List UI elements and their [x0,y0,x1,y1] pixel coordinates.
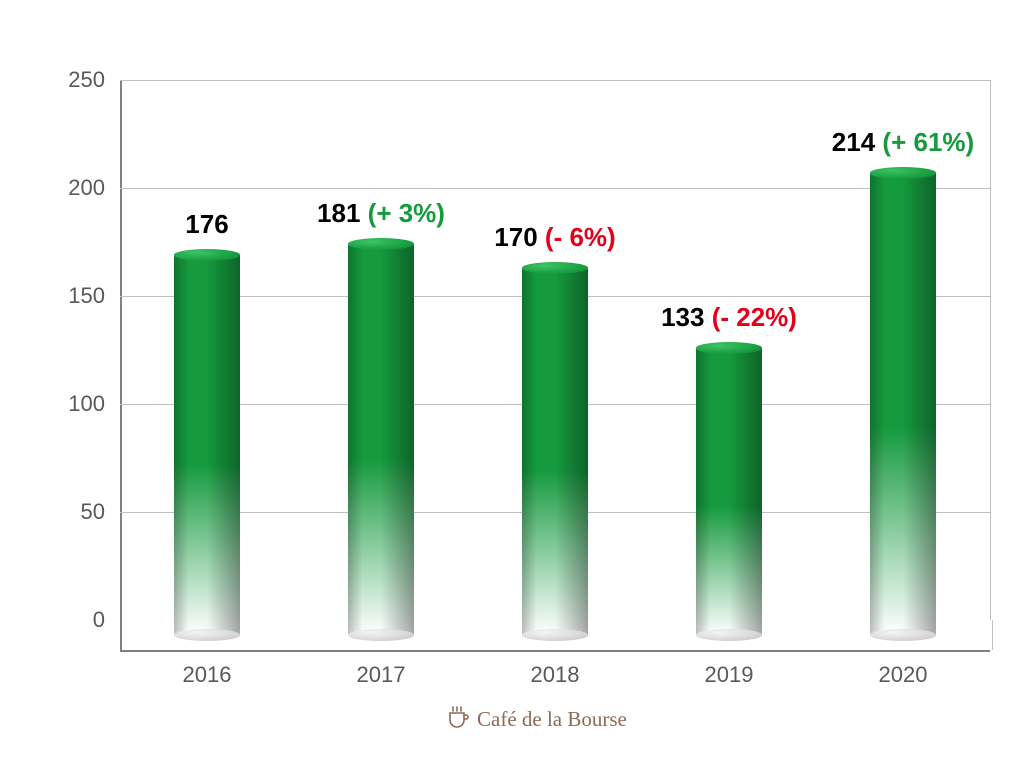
bar [174,255,240,635]
xtick-label: 2019 [705,662,754,688]
ytick-label: 100 [0,391,105,417]
bar-cap [696,342,762,354]
bar-base [348,629,414,641]
bar-base [174,629,240,641]
bar-cap [522,262,588,274]
bar-cap [870,167,936,179]
bar-chart: 0 50 100 150 200 250 2016 2017 2018 2019 2020 176… [0,0,1024,767]
xtick-label: 2016 [183,662,232,688]
ytick-label: 200 [0,175,105,201]
bar-cap [174,249,240,261]
value-label: 133 (- 22%) [661,302,797,333]
logo: Café de la Bourse [445,705,627,734]
gridline [120,80,990,81]
xtick-label: 2018 [531,662,580,688]
bar [348,244,414,635]
bar [522,268,588,635]
bar [870,173,936,635]
bar-base [696,629,762,641]
xtick-label: 2017 [357,662,406,688]
bar-base [522,629,588,641]
value-label: 214 (+ 61%) [832,127,974,158]
gridline [120,188,990,189]
ytick-label: 250 [0,67,105,93]
logo-text: Café de la Bourse [477,707,627,732]
xtick-label: 2020 [879,662,928,688]
ytick-label: 0 [0,607,105,633]
ytick-label: 150 [0,283,105,309]
bar-base [870,629,936,641]
bar-cap [348,238,414,250]
value-label: 181 (+ 3%) [317,198,445,229]
value-label: 176 [185,209,228,240]
ytick-label: 50 [0,499,105,525]
bar [696,348,762,635]
floor-front-edge [120,650,990,652]
cup-icon [445,705,469,734]
value-label: 170 (- 6%) [494,222,615,253]
